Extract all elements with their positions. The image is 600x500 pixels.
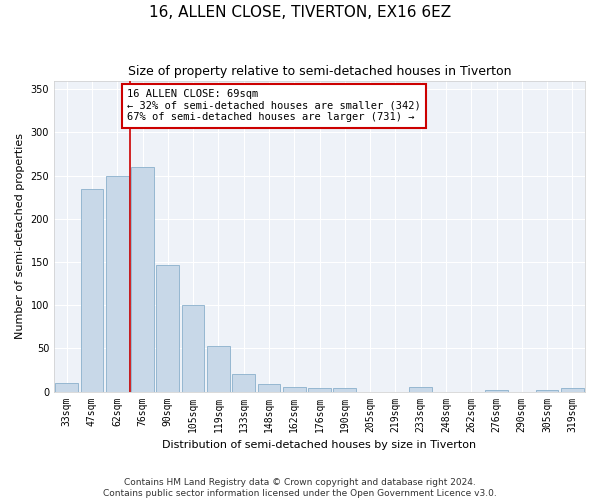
Bar <box>207 346 230 392</box>
Bar <box>257 384 280 392</box>
Bar <box>561 388 584 392</box>
Bar <box>157 264 179 392</box>
Bar <box>308 388 331 392</box>
Title: Size of property relative to semi-detached houses in Tiverton: Size of property relative to semi-detach… <box>128 65 511 78</box>
Text: Contains HM Land Registry data © Crown copyright and database right 2024.
Contai: Contains HM Land Registry data © Crown c… <box>103 478 497 498</box>
Bar <box>55 383 78 392</box>
Bar <box>485 390 508 392</box>
X-axis label: Distribution of semi-detached houses by size in Tiverton: Distribution of semi-detached houses by … <box>163 440 476 450</box>
Bar <box>409 387 432 392</box>
Text: 16, ALLEN CLOSE, TIVERTON, EX16 6EZ: 16, ALLEN CLOSE, TIVERTON, EX16 6EZ <box>149 5 451 20</box>
Bar <box>536 390 559 392</box>
Bar <box>131 167 154 392</box>
Bar <box>182 305 205 392</box>
Bar <box>283 387 305 392</box>
Text: 16 ALLEN CLOSE: 69sqm
← 32% of semi-detached houses are smaller (342)
67% of sem: 16 ALLEN CLOSE: 69sqm ← 32% of semi-deta… <box>127 89 421 122</box>
Bar <box>106 176 128 392</box>
Bar <box>232 374 255 392</box>
Y-axis label: Number of semi-detached properties: Number of semi-detached properties <box>15 133 25 339</box>
Bar <box>80 188 103 392</box>
Bar <box>334 388 356 392</box>
